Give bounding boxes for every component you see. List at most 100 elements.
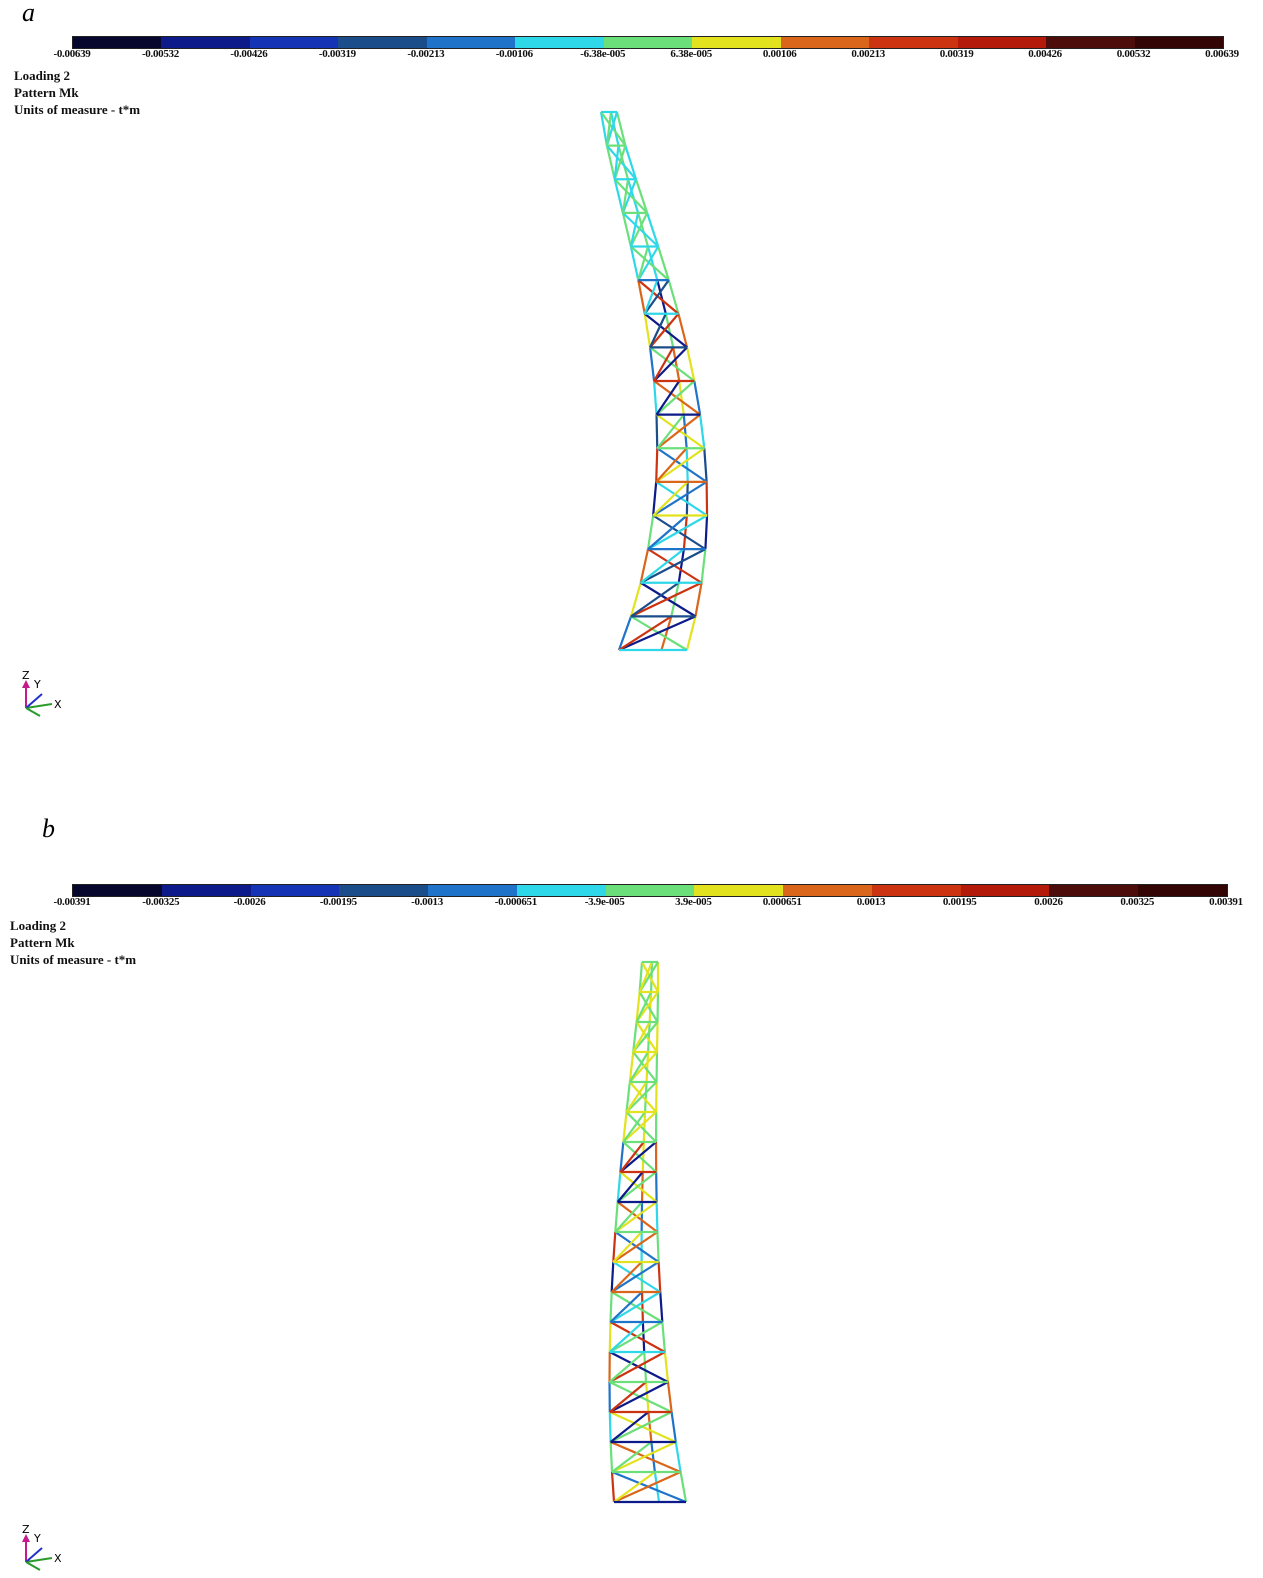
scale-tick-label: -3.9e-005	[584, 896, 625, 908]
scale-swatch	[249, 37, 339, 48]
scale-tick-label: -0.0026	[233, 896, 266, 908]
scale-tick-label: -0.00391	[53, 896, 91, 908]
color-scale-bar	[72, 884, 1228, 897]
tower-member	[667, 279, 680, 315]
tower-member	[685, 448, 689, 482]
scale-tick-label: 3.9e-005	[675, 896, 712, 908]
tower-member	[643, 1351, 648, 1383]
tower-member	[609, 1441, 614, 1473]
tower-member	[649, 313, 667, 348]
tower-member	[614, 1201, 619, 1233]
tower-member	[612, 1231, 659, 1263]
panel-b: b -0.00391 -0.00325 -0.0026 -0.00195 -0.0013…	[0, 810, 1263, 1578]
tower-member	[629, 582, 642, 617]
tower-model	[608, 960, 688, 1504]
scale-tick-label: 0.00195	[942, 896, 977, 908]
tower-member	[644, 312, 688, 349]
tower-member	[608, 1351, 645, 1383]
tower-member	[622, 1111, 628, 1143]
tower-member	[643, 1081, 648, 1113]
scale-swatch	[871, 885, 961, 896]
tower-member	[622, 212, 659, 248]
tower-member	[648, 347, 656, 382]
tower-member	[629, 1051, 658, 1083]
scale-swatch	[73, 885, 162, 896]
tower-member	[660, 616, 673, 651]
tower-model	[599, 110, 709, 652]
tower-member	[619, 1141, 645, 1173]
scale-tick-label: 0.00532	[1116, 48, 1151, 60]
tower-member	[609, 1411, 650, 1443]
tower-member	[628, 1051, 650, 1083]
loading-label: Loading 2	[10, 918, 66, 933]
tower-member	[617, 145, 630, 180]
tower-member	[699, 414, 706, 449]
tower-member	[609, 1291, 643, 1323]
panel-a: a -0.00639 -0.00532 -0.00426 -0.00319 -0.002…	[0, 0, 1263, 760]
tower-member	[609, 1291, 661, 1323]
tower-member	[610, 1261, 643, 1293]
tower-member	[640, 548, 706, 584]
tower-member	[632, 1021, 638, 1053]
pattern-label: Pattern Mk	[10, 935, 75, 950]
tower-member	[652, 481, 689, 517]
tower-member	[605, 111, 613, 146]
tower-member	[648, 991, 653, 1023]
axis-z-label: Z	[22, 669, 30, 682]
scale-swatch	[1134, 37, 1224, 48]
scale-tick-label: 0.00213	[851, 48, 885, 60]
tower-member	[646, 515, 655, 550]
tower-member	[661, 1321, 666, 1353]
tower-member	[652, 481, 658, 516]
tower-member	[655, 1201, 659, 1233]
tower-member	[609, 1321, 644, 1353]
tower-member	[610, 1261, 615, 1293]
tower-member	[653, 1471, 661, 1503]
tower-member	[646, 1021, 651, 1053]
tower-member	[630, 245, 670, 281]
tower-member	[641, 1321, 646, 1353]
tower-member	[663, 1351, 670, 1383]
tower-member	[682, 515, 688, 550]
scale-swatch	[783, 885, 872, 896]
tower-member	[637, 279, 680, 315]
tower-member	[613, 178, 648, 214]
tower-member	[615, 111, 627, 146]
tower-member	[655, 414, 659, 449]
tower-member	[616, 1171, 644, 1203]
tower-member	[613, 1470, 682, 1504]
tower-member	[605, 145, 616, 180]
panel-label: b	[42, 814, 55, 843]
tower-member	[638, 961, 644, 993]
tower-member	[624, 145, 638, 180]
tower-member	[606, 144, 637, 180]
tower-member	[670, 582, 680, 617]
scale-swatch	[426, 37, 516, 48]
tower-member	[608, 1351, 666, 1383]
scale-swatch	[869, 37, 958, 48]
scale-swatch	[605, 885, 695, 896]
tower-member	[611, 1261, 660, 1293]
scale-tick-label: 6.38e-005	[670, 48, 713, 60]
scale-swatch	[960, 885, 1050, 896]
tower-member	[685, 616, 697, 651]
tower-member	[635, 991, 641, 1023]
axis-triad-icon: Z Y X	[22, 1523, 62, 1571]
tower-member	[685, 347, 696, 382]
tower-member	[632, 1021, 659, 1053]
scale-swatch	[603, 37, 693, 48]
tower-member	[612, 1231, 617, 1263]
tower-member	[655, 447, 688, 483]
tower-member	[622, 1111, 646, 1143]
scale-tick-label: -0.00532	[141, 48, 179, 60]
tower-member	[647, 1411, 653, 1443]
scale-tick-label: 0.00325	[1120, 896, 1155, 908]
scale-swatch	[780, 37, 870, 48]
tower-member	[653, 346, 688, 382]
tower-member	[643, 313, 652, 348]
tower-member	[682, 414, 688, 449]
tower-member	[637, 212, 650, 247]
tower-member	[640, 1171, 644, 1203]
tower-member	[641, 1141, 645, 1173]
tower-member	[613, 145, 627, 180]
